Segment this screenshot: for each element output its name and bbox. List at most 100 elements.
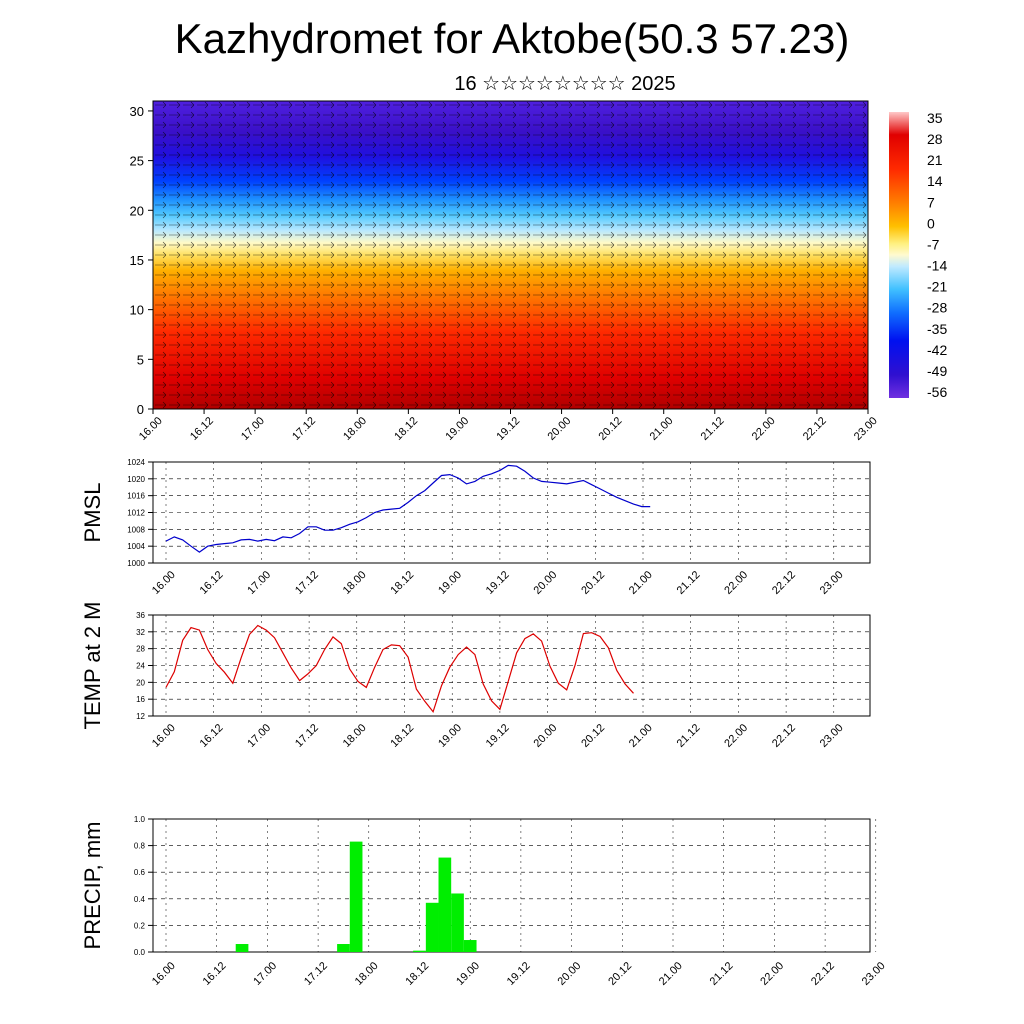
x-tick-label: 22.00 — [758, 960, 786, 988]
colorbar-label: 7 — [927, 194, 935, 210]
x-tick-label: 21.00 — [648, 415, 676, 443]
y-tick-label: 36 — [136, 611, 145, 620]
x-tick-label: 21.12 — [708, 960, 736, 988]
colorbar-label: -28 — [927, 300, 947, 316]
x-tick-label: 21.00 — [627, 722, 655, 750]
x-tick-label: 17.12 — [293, 569, 321, 597]
precip-bar — [235, 944, 249, 952]
y-tick-label: 16 — [136, 695, 145, 704]
colorbar-label: -35 — [927, 321, 947, 337]
series-line — [165, 624, 634, 714]
temp-panel: 12 16 20 24 28 32 36 16.00 16.12 17.00 17.12 18.00 1… — [80, 602, 871, 750]
y-tick-label: 0.4 — [134, 895, 146, 904]
y-tick-label: 0 — [137, 402, 144, 417]
y-tick-label: 30 — [130, 104, 144, 119]
x-tick-label: 17.00 — [245, 722, 273, 750]
colorbar-label: 35 — [927, 110, 943, 126]
y-tick-label: 1024 — [127, 458, 145, 467]
y-tick-label: 1008 — [127, 525, 145, 534]
colorbar-label: -7 — [927, 236, 940, 252]
x-tick-label: 19.00 — [443, 415, 471, 443]
y-tick-label: 0.6 — [134, 868, 146, 877]
x-tick-label: 20.00 — [532, 722, 560, 750]
y-axis-label: TEMP at 2 M — [80, 602, 105, 730]
precip-bar — [438, 857, 452, 952]
precip-bar — [451, 893, 464, 952]
x-tick-label: 20.00 — [556, 960, 584, 988]
precip-bar — [413, 950, 426, 952]
x-tick-label: 19.00 — [454, 960, 482, 988]
x-tick-label: 17.00 — [245, 569, 273, 597]
y-tick-label: 1020 — [127, 475, 145, 484]
y-tick-label: 1000 — [127, 559, 145, 568]
chart-title: Kazhydromet for Aktobe(50.3 57.23) — [174, 15, 850, 62]
colorbar-label: -49 — [927, 363, 947, 379]
x-tick-label: 16.00 — [150, 960, 178, 988]
x-tick-label: 22.00 — [722, 722, 750, 750]
x-tick-label: 18.12 — [388, 569, 416, 597]
x-tick-label: 23.00 — [860, 960, 888, 988]
y-tick-label: 0.8 — [134, 842, 146, 851]
x-tick-label: 21.12 — [699, 415, 727, 443]
x-tick-label: 22.12 — [801, 415, 829, 443]
colorbar-label: -21 — [927, 279, 947, 295]
x-tick-label: 18.12 — [388, 722, 416, 750]
panel-frame — [152, 818, 871, 953]
x-tick-label: 18.00 — [341, 569, 369, 597]
x-tick-label: 16.12 — [198, 722, 226, 750]
pmsl-panel: 1000 1004 1008 1012 1016 1020 1024 16.00 16.12 17… — [80, 458, 871, 597]
x-tick-label: 16.12 — [188, 415, 216, 443]
x-tick-label: 22.00 — [750, 415, 778, 443]
x-tick-label: 19.12 — [484, 569, 512, 597]
y-tick-label: 24 — [136, 662, 145, 671]
x-tick-label: 18.12 — [403, 960, 431, 988]
y-tick-label: 1.0 — [134, 815, 146, 824]
y-tick-label: 12 — [136, 712, 145, 721]
x-tick-label: 21.12 — [675, 569, 703, 597]
x-tick-label: 17.00 — [251, 960, 279, 988]
x-tick-label: 18.12 — [392, 415, 420, 443]
x-tick-label: 21.00 — [627, 569, 655, 597]
x-tick-label: 16.12 — [201, 960, 229, 988]
x-tick-label: 20.12 — [597, 415, 625, 443]
colorbar-label: 21 — [927, 152, 943, 168]
colorbar-label: -14 — [927, 258, 947, 274]
y-tick-label: 10 — [130, 303, 144, 318]
y-tick-label: 0.2 — [134, 921, 146, 930]
x-tick-label: 20.00 — [532, 569, 560, 597]
precip-bar — [337, 944, 350, 952]
x-tick-label: 23.00 — [818, 722, 846, 750]
x-tick-label: 17.12 — [293, 722, 321, 750]
y-tick-label: 1016 — [127, 492, 145, 501]
x-tick-label: 19.12 — [494, 415, 522, 443]
x-tick-label: 23.00 — [852, 415, 880, 443]
precip-panel: 0.0 0.2 0.4 0.6 0.8 1.0 16.00 16.12 17.00 17.12 18… — [80, 815, 888, 988]
y-tick-label: 1012 — [127, 509, 145, 518]
x-tick-label: 17.12 — [290, 415, 318, 443]
y-tick-label: 28 — [136, 645, 145, 654]
cross-section-panel: 0 5 10 15 20 25 30 16.00 16.12 17.00 17.12 18.00 18.… — [130, 100, 947, 443]
x-tick-label: 16.00 — [150, 722, 178, 750]
precip-bar — [425, 902, 439, 952]
precip-bar — [349, 841, 363, 952]
y-tick-label: 5 — [137, 352, 144, 367]
x-tick-label: 16.12 — [198, 569, 226, 597]
y-axis-label: PRECIP, mm — [80, 822, 105, 950]
colorbar-label: -42 — [927, 342, 947, 358]
x-tick-label: 22.12 — [770, 569, 798, 597]
x-tick-label: 18.00 — [341, 722, 369, 750]
x-tick-label: 17.12 — [302, 960, 330, 988]
y-tick-label: 32 — [136, 628, 145, 637]
x-tick-label: 23.00 — [818, 569, 846, 597]
x-tick-label: 16.00 — [150, 569, 178, 597]
x-tick-label: 21.00 — [657, 960, 685, 988]
x-tick-label: 16.00 — [137, 415, 165, 443]
x-tick-label: 20.12 — [606, 960, 634, 988]
x-tick-label: 18.00 — [353, 960, 381, 988]
x-tick-label: 20.12 — [579, 722, 607, 750]
colorbar — [889, 112, 909, 398]
x-tick-label: 18.00 — [341, 415, 369, 443]
x-tick-label: 20.00 — [545, 415, 573, 443]
chart-subtitle: 16 ☆☆☆☆☆☆☆☆ 2025 — [454, 73, 676, 95]
